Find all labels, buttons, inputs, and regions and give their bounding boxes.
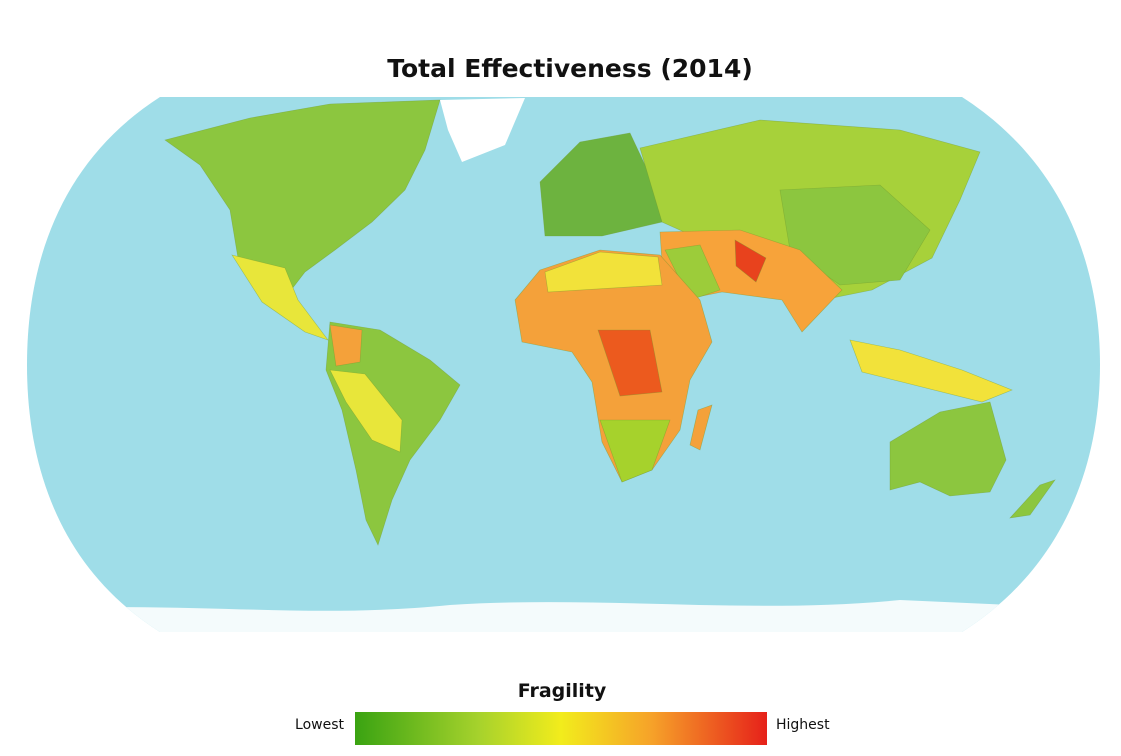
andes xyxy=(329,369,403,453)
greenland xyxy=(440,98,525,162)
australia xyxy=(889,401,1007,497)
legend-title: Fragility xyxy=(518,680,607,702)
north-africa xyxy=(544,251,663,293)
colombia xyxy=(329,324,363,367)
central-america xyxy=(231,254,329,341)
map-title: Total Effectiveness (2014) xyxy=(387,54,753,83)
afghanistan xyxy=(734,239,767,283)
new-zealand xyxy=(1009,479,1056,519)
southeast-asia xyxy=(849,339,1013,403)
central-africa xyxy=(597,329,663,397)
madagascar xyxy=(689,404,713,451)
legend-low-label: Lowest xyxy=(295,717,344,733)
world-map xyxy=(27,97,1100,632)
antarctica xyxy=(27,600,1100,632)
southern-africa xyxy=(599,419,671,483)
legend-color-bar xyxy=(355,712,767,745)
north-america xyxy=(164,99,441,316)
legend-high-label: Highest xyxy=(776,717,830,733)
